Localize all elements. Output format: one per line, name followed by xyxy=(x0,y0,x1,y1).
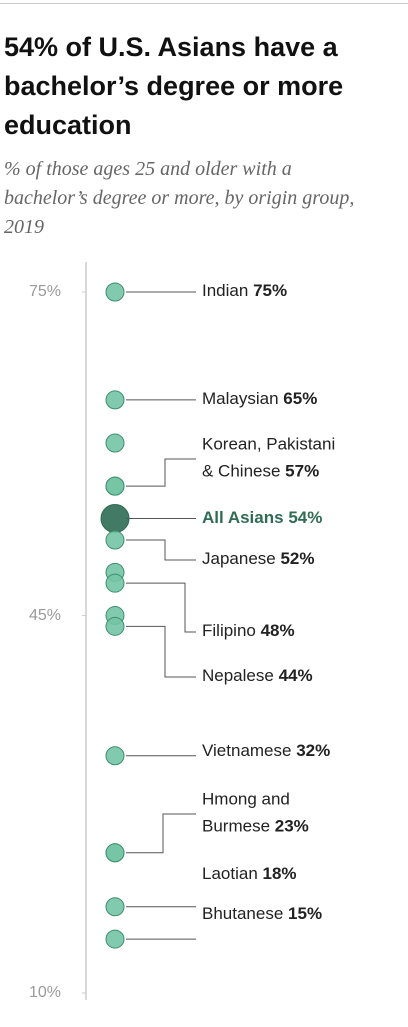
y-tick-label: 75% xyxy=(29,283,61,300)
dot xyxy=(105,476,125,496)
label-name: Filipino xyxy=(202,621,256,640)
leader-line xyxy=(126,458,196,487)
point-label: Japanese 52% xyxy=(202,549,315,568)
dot xyxy=(105,433,125,453)
dot xyxy=(105,843,125,863)
label-name: Malaysian xyxy=(202,389,279,408)
dot xyxy=(105,282,125,302)
label-value: 65% xyxy=(283,389,317,408)
point-label: All Asians 54% xyxy=(202,508,322,527)
dot xyxy=(100,503,130,533)
point-label: Bhutanese 15% xyxy=(202,904,322,923)
label-value: 32% xyxy=(296,741,330,760)
label-value: 15% xyxy=(288,904,322,923)
top-rule xyxy=(0,3,408,4)
dot xyxy=(105,616,125,636)
leader-line xyxy=(126,582,196,633)
label-name: Nepalese xyxy=(202,666,274,685)
label-value: 44% xyxy=(279,666,313,685)
point-label: Laotian 18% xyxy=(202,864,297,883)
dot xyxy=(105,573,125,593)
label-name: Korean, Pakistani xyxy=(202,435,335,454)
leader-line xyxy=(126,813,196,854)
label-name: Bhutanese xyxy=(202,904,283,923)
label-name: & Chinese xyxy=(202,462,280,481)
label-value: 75% xyxy=(253,281,287,300)
point-label: Korean, Pakistani xyxy=(202,435,335,454)
label-name: Vietnamese xyxy=(202,741,291,760)
label-value: 23% xyxy=(275,817,309,836)
dot xyxy=(105,746,125,766)
label-value: 52% xyxy=(280,549,314,568)
point-label: Indian 75% xyxy=(202,281,287,300)
point-label: & Chinese 57% xyxy=(202,462,319,481)
label-value: 54% xyxy=(288,508,322,527)
label-value: 18% xyxy=(263,864,297,883)
dot xyxy=(105,390,125,410)
point-label: Burmese 23% xyxy=(202,817,309,836)
label-name: Indian xyxy=(202,281,248,300)
label-name: Laotian xyxy=(202,864,258,883)
label-name: Japanese xyxy=(202,549,276,568)
y-tick-label: 45% xyxy=(29,607,61,624)
point-label: Vietnamese 32% xyxy=(202,741,330,760)
label-value: 48% xyxy=(261,621,295,640)
point-label: Hmong and xyxy=(202,790,290,809)
label-name: All Asians xyxy=(202,508,284,527)
dot xyxy=(105,897,125,917)
point-label: Filipino 48% xyxy=(202,621,295,640)
y-tick-label: 10% xyxy=(29,984,61,1001)
chart-subtitle: % of those ages 25 and older with a bach… xyxy=(4,158,355,238)
chart-title: 54% of U.S. Asians have a bachelor’s deg… xyxy=(4,32,344,140)
label-value: 57% xyxy=(285,462,319,481)
dot xyxy=(105,530,125,550)
point-label: Malaysian 65% xyxy=(202,389,317,408)
leader-line xyxy=(126,539,196,561)
label-name: Burmese xyxy=(202,817,270,836)
point-label: Nepalese 44% xyxy=(202,666,313,685)
dot xyxy=(105,929,125,949)
label-name: Hmong and xyxy=(202,790,290,809)
leader-line xyxy=(126,625,196,678)
